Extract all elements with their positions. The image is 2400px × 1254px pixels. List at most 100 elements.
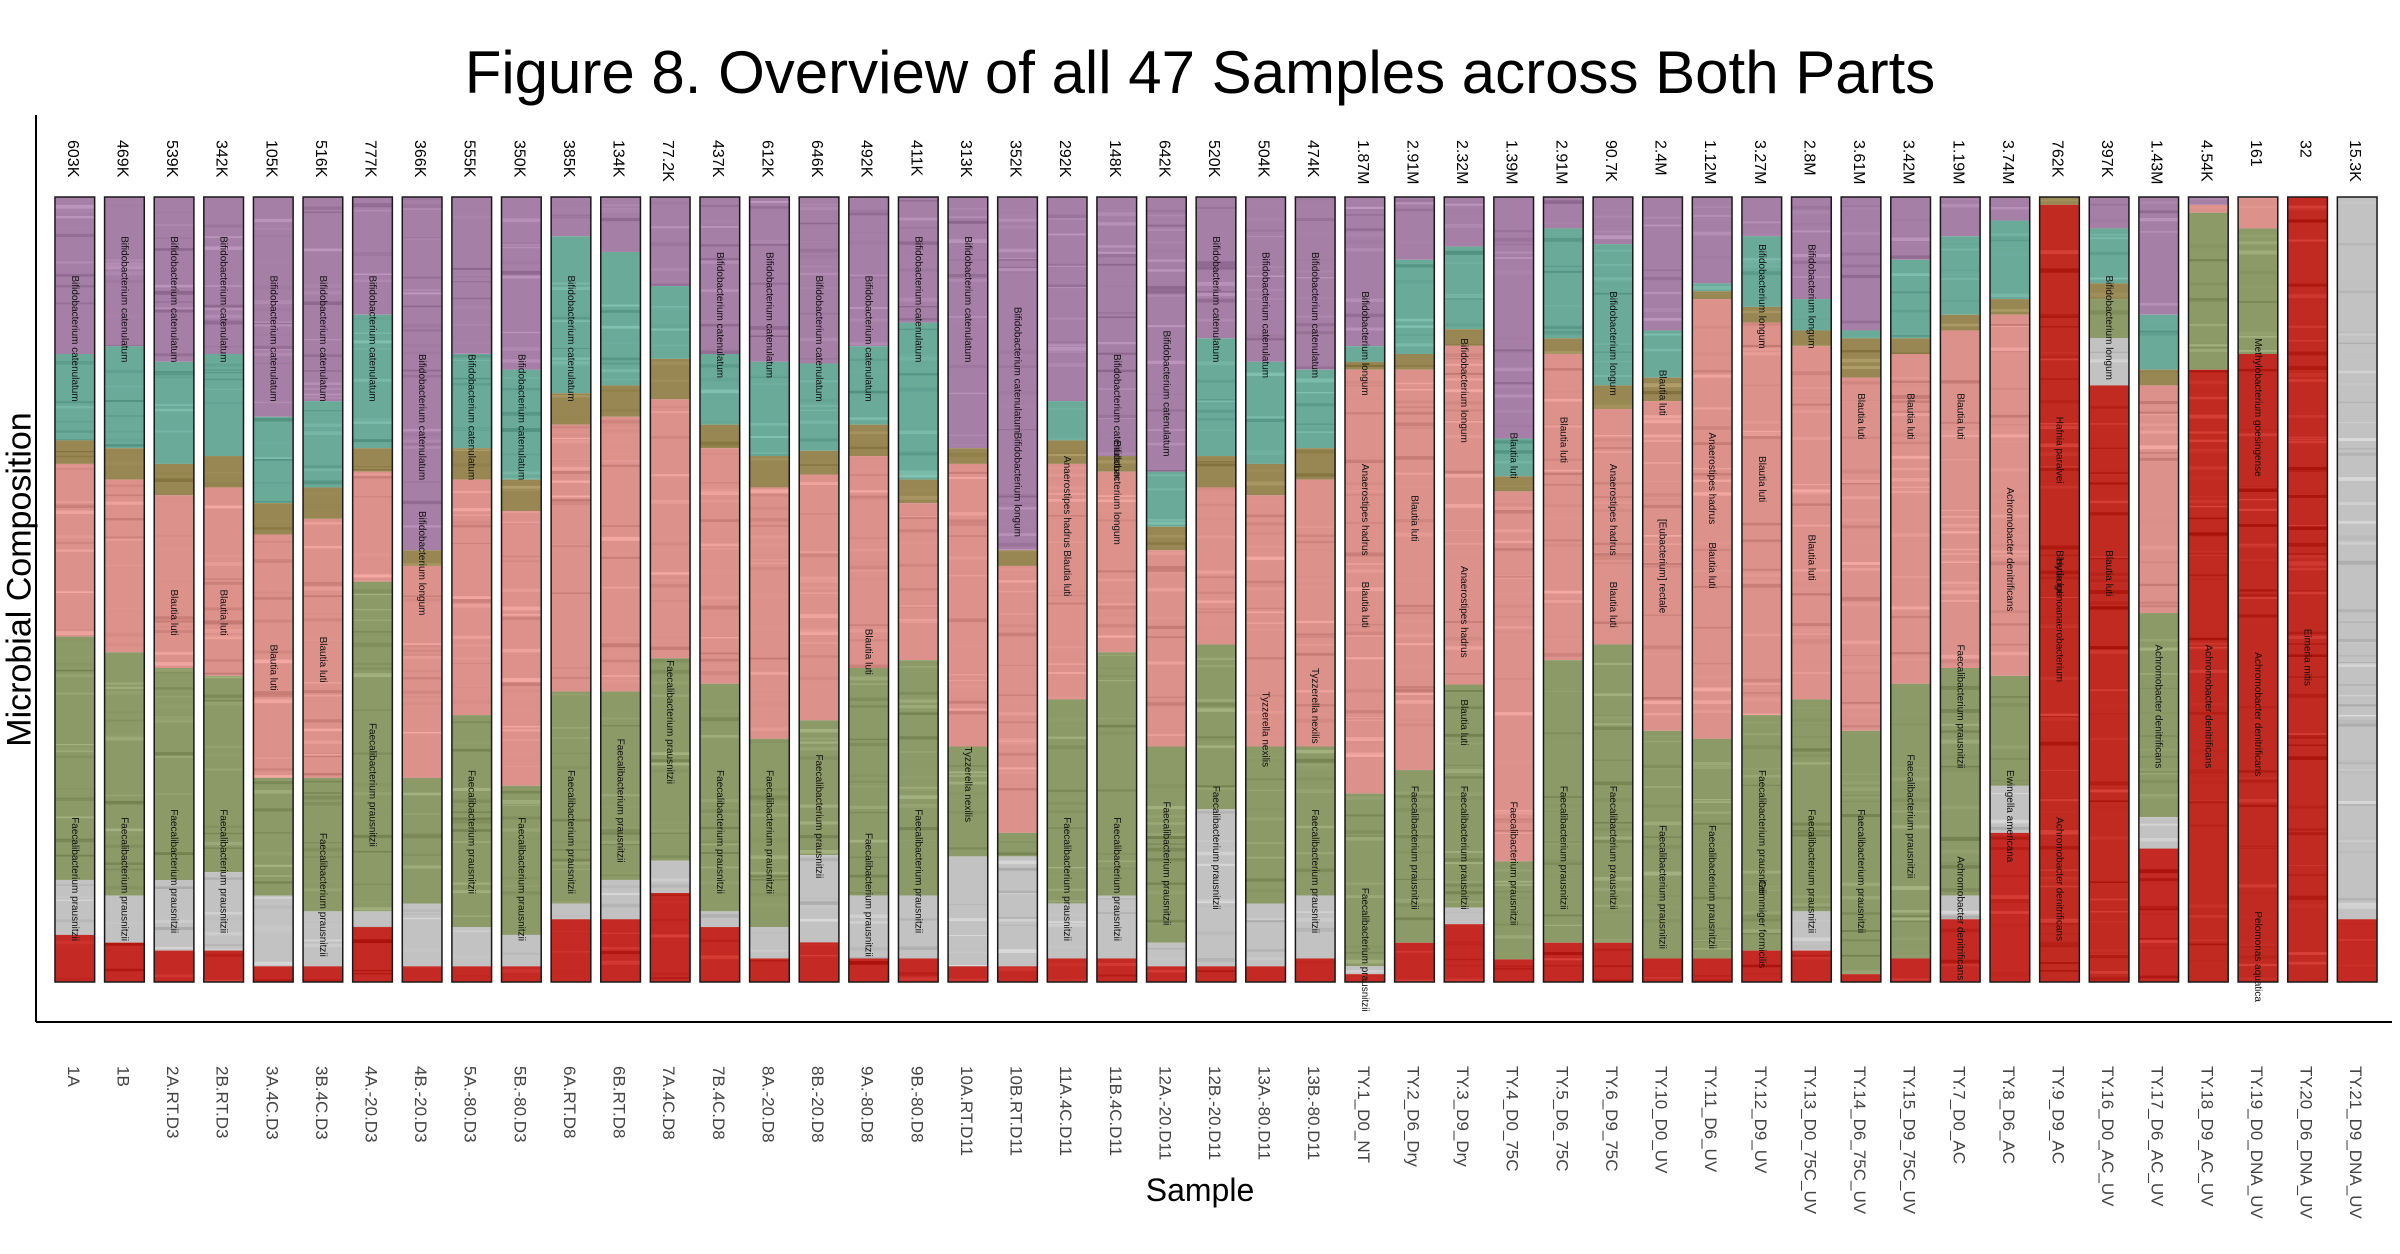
bar-texture-streak — [799, 849, 839, 854]
bar-texture-streak — [54, 896, 95, 898]
bar-texture-streak — [501, 678, 542, 682]
bar-texture-streak — [997, 550, 1038, 552]
bar-texture-streak — [1444, 883, 1484, 887]
bar-texture-streak — [1096, 285, 1137, 288]
bar-texture-streak — [2238, 250, 2278, 255]
bar-texture-streak — [1295, 450, 1336, 454]
bar-texture-streak — [1990, 623, 2030, 626]
species-label: Achromobacter denitrificans — [1954, 856, 1965, 980]
bar-texture-streak — [2089, 949, 2129, 953]
bar-texture-streak — [948, 522, 988, 526]
bar-texture-streak — [1791, 410, 1832, 414]
bar-texture-streak — [253, 352, 294, 357]
bar-texture-streak — [2039, 962, 2080, 964]
bar-texture-streak — [1890, 383, 1931, 387]
bar-texture-streak — [1047, 263, 1087, 267]
bar-outline — [153, 196, 195, 983]
bar-texture-streak — [699, 671, 740, 675]
bar-texture-streak — [1593, 726, 1633, 730]
bar-texture-streak — [2337, 355, 2378, 359]
bar-texture-streak — [898, 787, 939, 791]
bar-texture-streak — [154, 534, 194, 537]
bar-segment-pink — [997, 565, 1038, 833]
bar-texture-streak — [501, 613, 542, 616]
bar-texture-streak — [1543, 636, 1584, 638]
bar-texture-streak — [1394, 688, 1435, 693]
bar-texture-streak — [699, 914, 740, 918]
bar-texture-streak — [1146, 285, 1187, 290]
bar-texture-streak — [551, 439, 591, 444]
bar-texture-streak — [1444, 363, 1484, 366]
bar-texture-streak — [2188, 904, 2229, 908]
bar-texture-streak — [352, 969, 393, 972]
bar-texture-streak — [2138, 457, 2179, 461]
bar-segment-teal — [1642, 330, 1683, 378]
bar-texture-streak — [551, 202, 591, 205]
bar-texture-streak — [104, 385, 145, 388]
bar-texture-streak — [1940, 203, 1981, 208]
bar-texture-streak — [1493, 811, 1534, 815]
bar-texture-streak — [600, 464, 641, 467]
bar-texture-streak — [1196, 863, 1236, 867]
bar-texture-streak — [749, 727, 790, 731]
bar-texture-streak — [1444, 858, 1484, 862]
bar-segment-teal — [1444, 246, 1484, 330]
bar-segment-red — [1841, 974, 1881, 982]
bar-texture-streak — [898, 946, 939, 949]
bar-texture-streak — [203, 944, 244, 946]
bar-texture-streak — [253, 929, 294, 933]
bar-texture-streak — [352, 883, 393, 886]
bar-texture-streak — [1444, 978, 1484, 982]
bar-texture-streak — [2138, 913, 2179, 915]
bar-texture-streak — [2337, 541, 2378, 545]
bar-texture-streak — [303, 792, 343, 794]
bar-texture-streak — [402, 433, 442, 437]
bar-texture-streak — [799, 398, 839, 403]
bar-texture-streak — [898, 541, 939, 544]
bar-texture-streak — [1593, 781, 1633, 786]
bar-texture-streak — [1741, 344, 1782, 348]
bar-texture-streak — [1146, 521, 1187, 525]
bar-texture-streak — [1791, 210, 1832, 215]
sample-tick-label: TY.16_D0_AC_UV — [2098, 1066, 2117, 1207]
bar-texture-streak — [1841, 895, 1881, 900]
bar-texture-streak — [699, 373, 740, 377]
bar-texture-streak — [699, 226, 740, 228]
bar-texture-streak — [1345, 753, 1385, 757]
bar-texture-streak — [104, 886, 145, 890]
sample-tick-label: TY.9_D9_AC — [2048, 1066, 2067, 1164]
species-label: Faecalibacterium prausnitzii — [1557, 786, 1568, 910]
bar-texture-streak — [1493, 809, 1534, 812]
bar-texture-streak — [501, 489, 542, 491]
bar-texture-streak — [2238, 300, 2278, 303]
bar-texture-streak — [848, 474, 889, 476]
bar-texture-streak — [2337, 897, 2378, 901]
bar-texture-streak — [699, 639, 740, 642]
bar-texture-streak — [997, 590, 1038, 593]
sample-tick-label: 8B.-20.D8 — [808, 1066, 827, 1143]
bar-texture-streak — [154, 668, 194, 673]
bar-texture-streak — [2188, 499, 2229, 504]
bar-texture-streak — [303, 382, 343, 386]
bar-texture-streak — [2089, 971, 2129, 974]
bar-texture-streak — [1841, 939, 1881, 942]
bar-texture-streak — [1096, 254, 1137, 258]
bar-texture-streak — [1593, 404, 1633, 409]
bar-texture-streak — [54, 955, 95, 958]
bar-segment-red — [451, 966, 492, 982]
bar-texture-streak — [1295, 540, 1336, 544]
bar-texture-streak — [104, 564, 145, 567]
bar-texture-streak — [2089, 406, 2129, 409]
bar-texture-streak — [54, 788, 95, 790]
bar-texture-streak — [1047, 363, 1087, 367]
bar-texture-streak — [799, 897, 839, 900]
bar-segment-faecali — [1791, 699, 1832, 912]
bar-texture-streak — [303, 300, 343, 305]
bar-texture-streak — [799, 405, 839, 407]
bar-texture-streak — [1791, 387, 1832, 389]
bar-texture-streak — [749, 671, 790, 675]
bar-texture-streak — [104, 344, 145, 347]
bar-texture-streak — [1890, 915, 1931, 918]
bar-texture-streak — [1692, 309, 1733, 313]
bar-texture-streak — [1295, 473, 1336, 477]
